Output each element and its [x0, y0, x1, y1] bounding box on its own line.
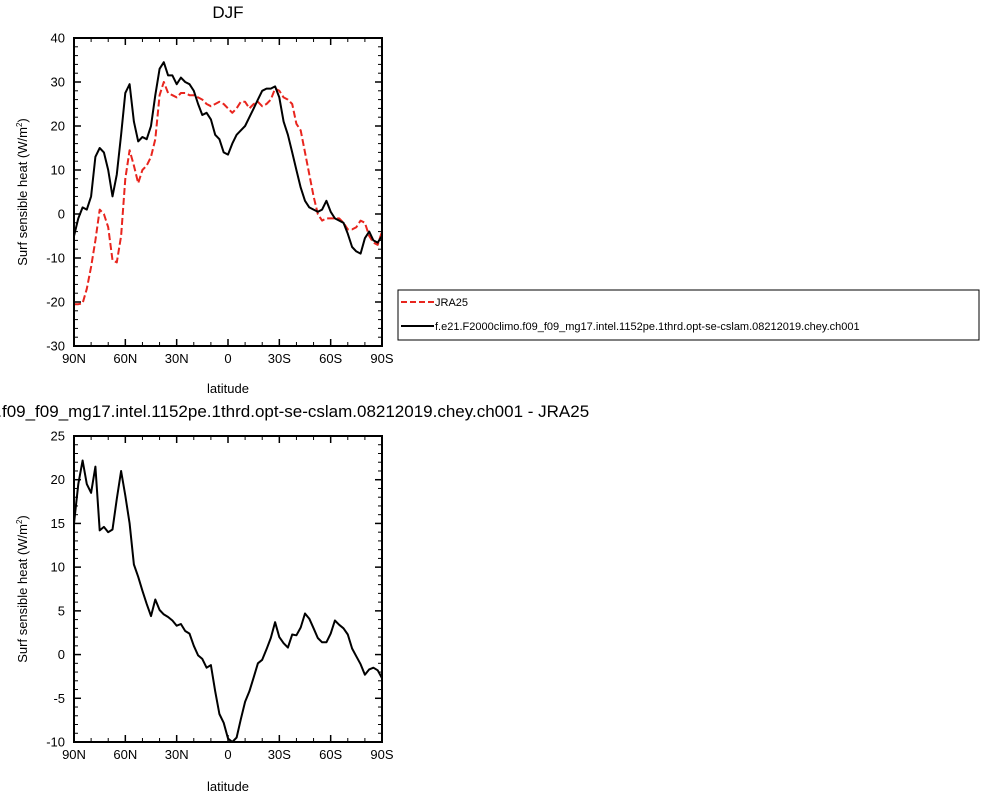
top-chart-y-tick-label: 20 [51, 119, 65, 134]
top-chart-x-tick-label: 60S [319, 351, 342, 366]
top-chart-x-tick-label: 30N [165, 351, 189, 366]
bottom-chart-y-tick-label: 0 [58, 647, 65, 662]
legend-box [397, 289, 980, 341]
top-chart-y-tick-label: 0 [58, 207, 65, 222]
legend-label-model: f.e21.F2000climo.f09_f09_mg17.intel.1152… [435, 321, 860, 333]
bottom-chart-series-group [73, 459, 383, 743]
bottom-chart-x-tick-label: 30N [165, 747, 189, 762]
top-chart-x-tick-label: 90S [370, 351, 393, 366]
legend: JRA25 f.e21.F2000climo.f09_f09_mg17.inte… [397, 289, 980, 341]
top-chart-series-line-0 [74, 81, 383, 306]
top-chart-y-tick-label: 40 [51, 31, 65, 46]
bottom-chart-x-tick-label: 90S [370, 747, 393, 762]
top-chart-y-tick-label: -20 [46, 295, 65, 310]
bottom-chart-title: f.e21.F2000climo.f09_f09_mg17.intel.1152… [0, 402, 589, 421]
top-chart-x-tick-label: 60N [113, 351, 137, 366]
top-chart: DJF 90N 60N 30N 0 30S 60S 90S -30 -20 -10 0 10 20 30 4… [15, 3, 394, 396]
top-chart-ticks: 90N 60N 30N 0 30S 60S 90S -30 -20 -10 0 10 20 30 40 [46, 31, 394, 367]
bottom-chart-x-axis-label: latitude [207, 779, 249, 794]
bottom-chart-x-tick-label: 60N [113, 747, 137, 762]
bottom-chart: f.e21.F2000climo.f09_f09_mg17.intel.1152… [0, 402, 589, 794]
top-chart-series-group [73, 61, 383, 306]
bottom-chart-x-tick-label: 60S [319, 747, 342, 762]
bottom-chart-y-tick-label: -10 [46, 735, 65, 750]
bottom-chart-x-tick-label: 90N [62, 747, 86, 762]
top-chart-series-line-1 [73, 61, 383, 255]
bottom-chart-series-line-0 [73, 459, 383, 743]
top-chart-plot-frame [73, 37, 383, 347]
bottom-chart-y-tick-label: 5 [58, 603, 65, 618]
bottom-chart-y-tick-label: 15 [51, 516, 65, 531]
bottom-chart-ticks: 90N 60N 30N 0 30S 60S 90S -10 -5 0 5 10 15 20 25 [46, 429, 394, 763]
top-chart-y-tick-label: -30 [46, 339, 65, 354]
top-chart-y-tick-label: -10 [46, 251, 65, 266]
bottom-chart-y-tick-label: -5 [53, 691, 65, 706]
top-chart-x-tick-label: 30S [268, 351, 291, 366]
bottom-chart-y-axis-label: Surf sensible heat (W/m2) [15, 515, 30, 663]
legend-label-jra25: JRA25 [435, 297, 468, 309]
bottom-chart-x-tick-label: 0 [224, 747, 231, 762]
bottom-chart-y-tick-label: 25 [51, 429, 65, 444]
top-chart-x-tick-label: 90N [62, 351, 86, 366]
bottom-chart-y-tick-label: 20 [51, 472, 65, 487]
bottom-chart-y-tick-label: 10 [51, 560, 65, 575]
top-chart-y-tick-label: 30 [51, 75, 65, 90]
top-chart-title: DJF [212, 3, 243, 22]
top-chart-y-tick-label: 10 [51, 163, 65, 178]
top-chart-x-axis-label: latitude [207, 381, 249, 396]
bottom-chart-x-tick-label: 30S [268, 747, 291, 762]
top-chart-y-axis-label: Surf sensible heat (W/m2) [15, 118, 30, 266]
top-chart-x-tick-label: 0 [224, 351, 231, 366]
